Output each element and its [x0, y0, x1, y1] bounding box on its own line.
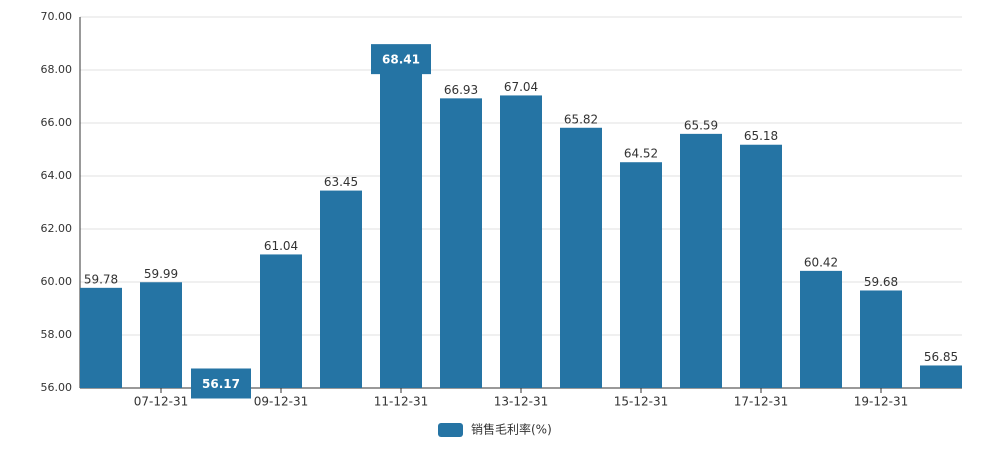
y-tick-label: 66.00 [41, 116, 73, 129]
y-tick-label: 62.00 [41, 222, 73, 235]
bar [860, 290, 902, 388]
extreme-marker [371, 44, 431, 75]
y-tick-label: 58.00 [41, 328, 73, 341]
value-label: 59.68 [864, 275, 898, 289]
bar [680, 133, 722, 388]
y-tick-label: 60.00 [41, 275, 73, 288]
y-tick-label: 64.00 [41, 169, 73, 182]
bar [80, 287, 122, 388]
value-label: 56.85 [924, 350, 958, 364]
extreme-label: 56.17 [202, 377, 240, 391]
value-label: 65.82 [564, 112, 598, 126]
legend-swatch [438, 423, 463, 437]
x-tick-label: 17-12-31 [734, 395, 788, 409]
bar [500, 95, 542, 388]
x-tick-label: 11-12-31 [374, 395, 428, 409]
bar [380, 59, 422, 388]
legend-label: 销售毛利率(%) [471, 422, 552, 437]
y-tick-label: 56.00 [41, 381, 73, 394]
x-tick-label: 09-12-31 [254, 395, 308, 409]
value-label: 61.04 [264, 239, 298, 253]
bar [320, 190, 362, 388]
x-tick-label: 13-12-31 [494, 395, 548, 409]
value-label: 65.18 [744, 129, 778, 143]
bar [620, 162, 662, 388]
value-label: 67.04 [504, 80, 538, 94]
y-tick-label: 68.00 [41, 63, 73, 76]
x-tick-label: 07-12-31 [134, 395, 188, 409]
value-label: 64.52 [624, 147, 658, 161]
bar [740, 144, 782, 388]
x-tick-label: 19-12-31 [854, 395, 908, 409]
bar [560, 127, 602, 389]
bar [440, 98, 482, 388]
extreme-marker [191, 368, 251, 399]
bar [140, 282, 182, 388]
value-label: 63.45 [324, 175, 358, 189]
value-label: 65.59 [684, 118, 718, 132]
x-tick-label: 15-12-31 [614, 395, 668, 409]
bar [800, 270, 842, 388]
value-label: 59.78 [84, 272, 118, 286]
value-label: 60.42 [804, 255, 838, 269]
bar [920, 365, 962, 388]
extreme-label: 68.41 [382, 53, 420, 67]
value-label: 59.99 [144, 267, 178, 281]
bar [260, 254, 302, 388]
y-tick-label: 70.00 [41, 10, 73, 23]
value-label: 66.93 [444, 83, 478, 97]
